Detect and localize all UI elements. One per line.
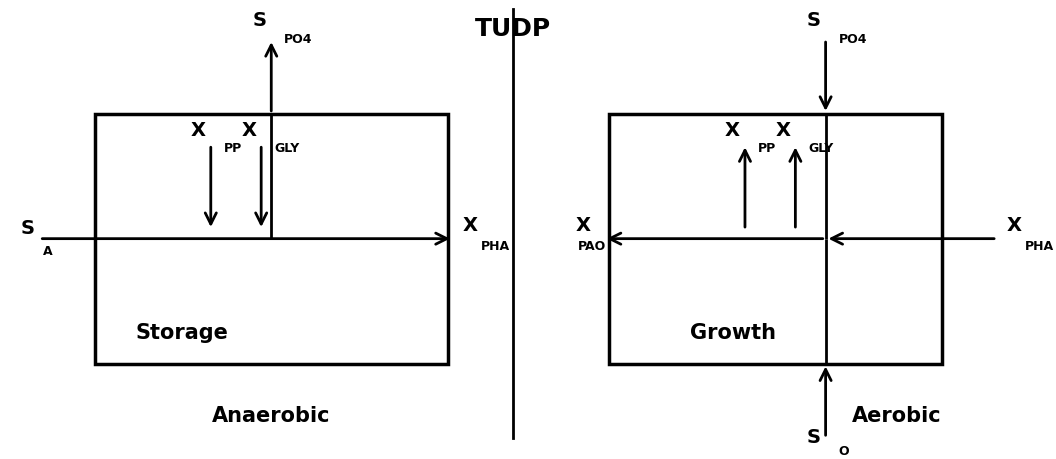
Text: S: S [807,428,821,447]
Text: PHA: PHA [1025,240,1054,253]
Text: A: A [43,246,53,258]
Text: PO4: PO4 [284,33,313,46]
Text: X: X [241,121,257,140]
Text: PHA: PHA [480,240,510,253]
Text: X: X [463,216,477,235]
Text: Anaerobic: Anaerobic [212,406,331,426]
Text: GLY: GLY [809,142,834,156]
Text: PO4: PO4 [838,33,867,46]
Bar [95,114,448,364]
Text: X: X [775,121,790,140]
Text: X: X [1007,216,1022,235]
Text: Storage: Storage [135,323,228,343]
Text: PAO: PAO [578,240,606,253]
Text: S: S [20,219,35,238]
Text: TUDP: TUDP [475,17,551,41]
Text: X: X [576,216,590,235]
Text: Aerobic: Aerobic [852,406,942,426]
Text: X: X [724,121,740,140]
Text: GLY: GLY [275,142,300,156]
Text: S: S [252,11,266,30]
Text: Growth: Growth [690,323,775,343]
Text: PP: PP [224,142,242,156]
Text: S: S [807,11,821,30]
Text: X: X [191,121,206,140]
Text: O: O [838,445,849,458]
Text: PP: PP [758,142,776,156]
Bar [609,114,942,364]
